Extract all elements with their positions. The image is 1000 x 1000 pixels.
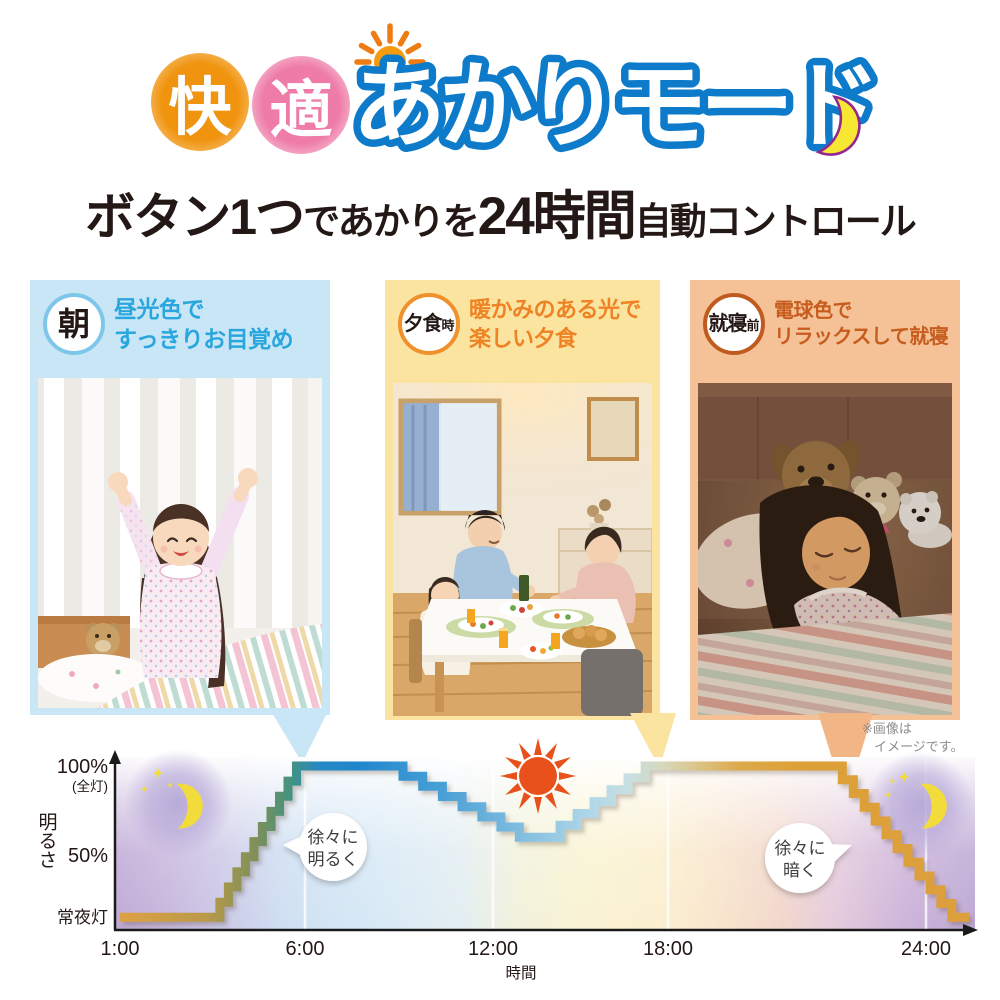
morning-badge: 朝 bbox=[43, 293, 105, 355]
axes bbox=[113, 760, 966, 932]
bedtime-caption-line1: 電球色で bbox=[774, 299, 853, 322]
subtitle-seg3: 24時間 bbox=[477, 187, 637, 246]
dishes bbox=[446, 575, 616, 660]
bedtime-badge: 就寝前 bbox=[703, 293, 765, 355]
photo-morning-wakeup bbox=[38, 378, 322, 708]
morning-caption: 昼光色で すっきりお目覚め bbox=[114, 294, 294, 355]
x-axis-title: 時間 bbox=[505, 964, 536, 982]
bubble1-line1: 徐々に bbox=[308, 828, 359, 847]
subtitle-seg2: であかりを bbox=[303, 201, 480, 242]
title-main: あかりモード bbox=[345, 46, 889, 166]
bubble2-line1: 徐々に bbox=[775, 839, 826, 858]
headboard bbox=[698, 383, 952, 481]
title-circle-teki: 適 bbox=[252, 56, 350, 154]
bubble1-line2: 明るく bbox=[308, 850, 359, 869]
blanket bbox=[698, 613, 952, 715]
y-axis-arrow bbox=[109, 750, 121, 764]
subtitle: ボタン1つ であかりを 24時間 自動コントロール bbox=[0, 174, 1000, 246]
subtitle-seg1: ボタン1つ bbox=[85, 189, 305, 245]
window bbox=[398, 398, 502, 516]
note-line2: イメージです。 bbox=[874, 738, 964, 754]
mom bbox=[549, 526, 636, 623]
title-circle-kai-char: 快 bbox=[168, 72, 232, 143]
morning-caption-line2: すっきりお目覚め bbox=[114, 326, 294, 352]
dinner-caption-line1: 暖かみのある光で bbox=[469, 296, 642, 322]
xtick-1: 1:00 bbox=[101, 938, 140, 960]
dinner-badge-text: 夕食 bbox=[403, 313, 442, 335]
bedtime-caption-line2: リラックスして就寝 bbox=[774, 326, 949, 348]
brightness-step-line bbox=[120, 761, 969, 922]
title-circle-teki-char: 適 bbox=[269, 75, 333, 146]
panel-dinner: 夕食時 暖かみのある光で 楽しい夕食 bbox=[385, 280, 660, 720]
xtick-18: 18:00 bbox=[643, 938, 693, 960]
panel-morning-header: 朝 昼光色で すっきりお目覚め bbox=[30, 280, 330, 355]
bubble2-line2: 暗く bbox=[783, 861, 817, 880]
morning-badge-text: 朝 bbox=[57, 306, 90, 342]
teddy-bear-icon bbox=[86, 623, 121, 657]
panel-dinner-header: 夕食時 暖かみのある光で 楽しい夕食 bbox=[385, 280, 660, 355]
x-axis-arrow bbox=[963, 924, 978, 936]
ytick-100: 100% bbox=[57, 756, 108, 778]
panel-bedtime-header: 就寝前 電球色で リラックスして就寝 bbox=[690, 280, 960, 355]
note-line1: ※画像は bbox=[862, 721, 912, 736]
photo-family-dinner bbox=[393, 383, 652, 716]
ytick-50: 50% bbox=[68, 845, 108, 867]
stuffed-polar-bear-icon bbox=[899, 491, 952, 548]
brightness-chart: 100% (全灯) 50% 常夜灯 明るさ 1:00 6:00 12:00 18… bbox=[36, 738, 978, 982]
panel-morning: 朝 昼光色で すっきりお目覚め bbox=[30, 280, 330, 715]
moon-night-left-icon bbox=[124, 749, 232, 857]
xtick-24: 24:00 bbox=[901, 938, 951, 960]
annotation-gradually-dimmer bbox=[765, 823, 852, 893]
moon-night-right-icon bbox=[866, 751, 974, 859]
dinner-badge: 夕食時 bbox=[398, 293, 460, 355]
image-disclaimer-note: ※画像は イメージです。 bbox=[862, 720, 963, 755]
bedtime-caption: 電球色で リラックスして就寝 bbox=[774, 298, 949, 351]
title-main-text: あかりモード bbox=[352, 53, 874, 158]
moon-icon bbox=[815, 95, 861, 156]
annotation-gradually-brighter bbox=[283, 813, 367, 881]
bedtime-badge-text: 就寝 bbox=[708, 313, 747, 335]
xtick-12: 12:00 bbox=[468, 938, 518, 960]
dinner-caption-line2: 楽しい夕食 bbox=[469, 326, 577, 351]
picture-frame bbox=[587, 397, 639, 461]
sun-doodle-icon bbox=[354, 23, 426, 78]
ytick-nightlight: 常夜灯 bbox=[57, 908, 108, 927]
y-axis-title: 明るさ bbox=[36, 812, 57, 869]
girl-stretching bbox=[108, 468, 258, 688]
subtitle-seg4: 自動コントロール bbox=[634, 201, 917, 242]
sun-icon bbox=[500, 738, 576, 814]
chairs bbox=[409, 619, 643, 716]
title-circle-kai: 快 bbox=[151, 53, 249, 151]
xtick-6: 6:00 bbox=[286, 938, 325, 960]
morning-caption-line1: 昼光色で bbox=[114, 295, 205, 322]
photo-girl-sleeping bbox=[698, 383, 952, 715]
ytick-100-sub: (全灯) bbox=[72, 778, 108, 794]
panel-bedtime: 就寝前 電球色で リラックスして就寝 bbox=[690, 280, 960, 720]
dinner-caption: 暖かみのある光で 楽しい夕食 bbox=[469, 295, 642, 353]
